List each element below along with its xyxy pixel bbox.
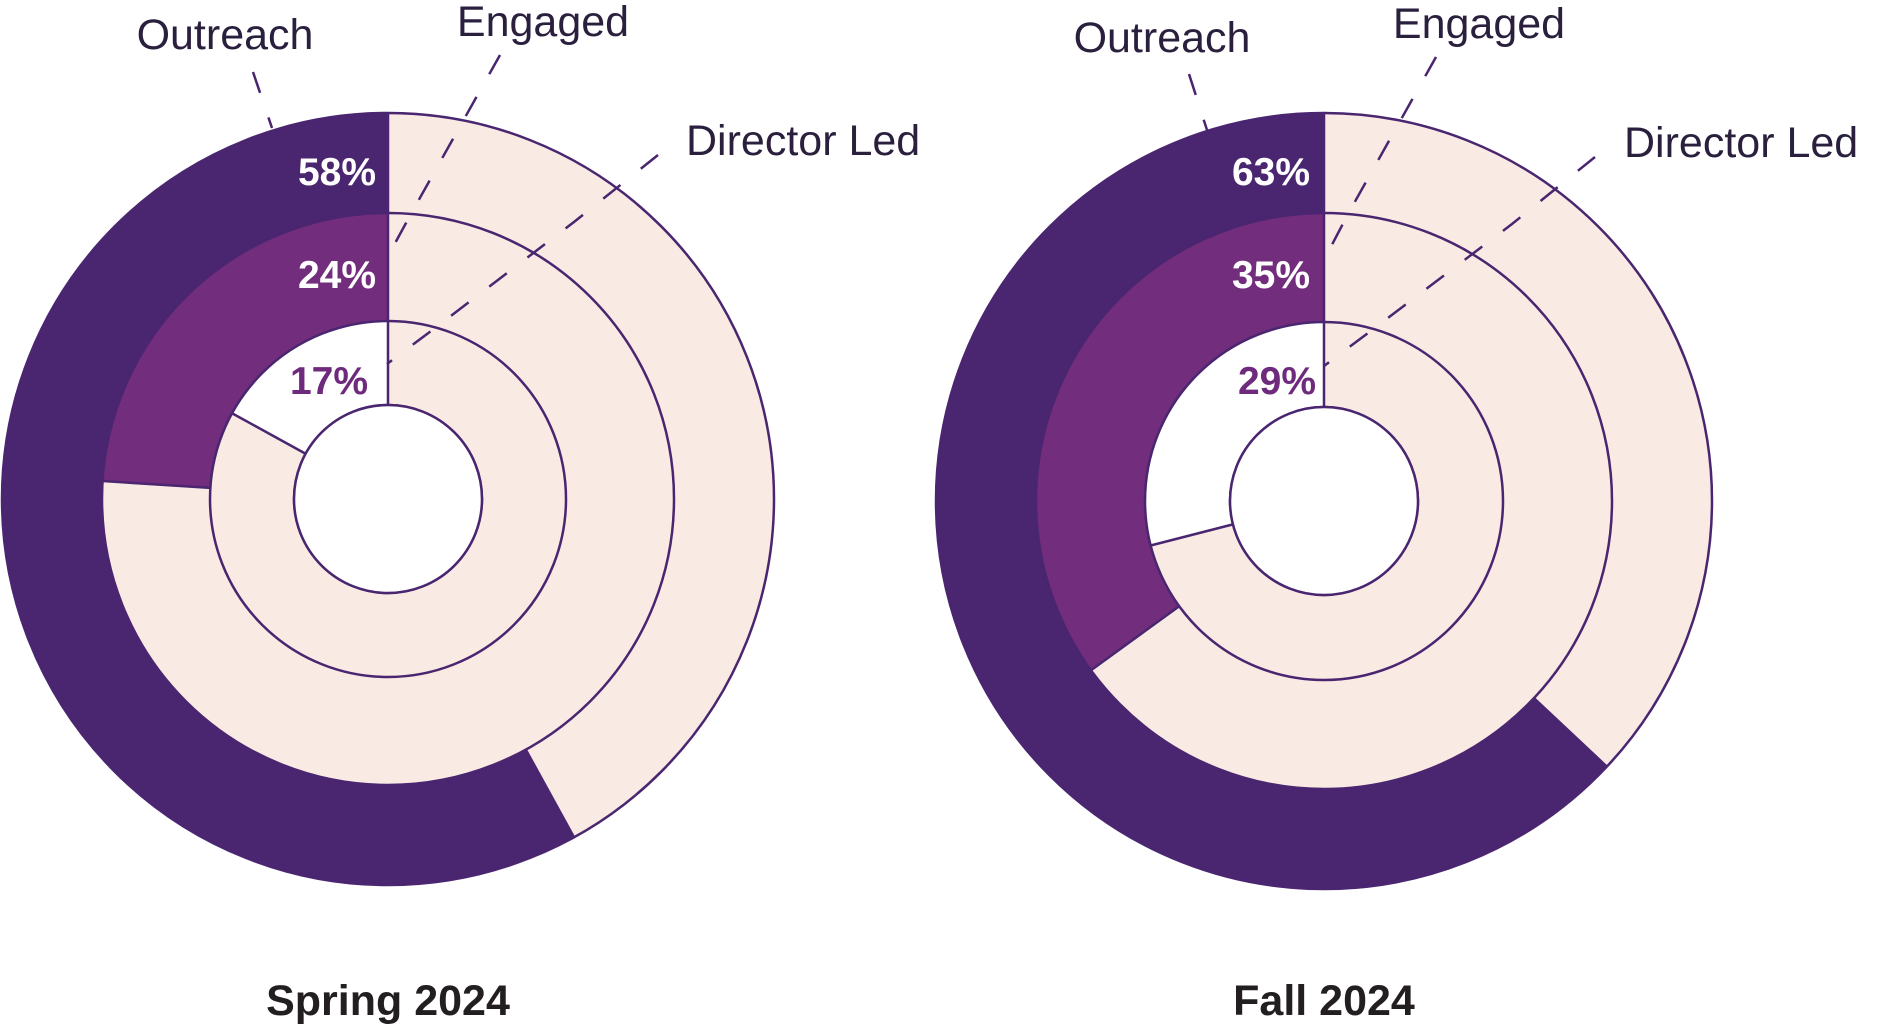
donut-chart-spring: Outreach Engaged Director Led 58% 24% 17… — [0, 0, 920, 1025]
ring-segment-engaged-spring — [102, 213, 388, 488]
segment-divider-director-led-spring — [231, 412, 307, 455]
leaders-spring — [251, 54, 659, 365]
legend-engaged-fall: Engaged — [1393, 0, 1565, 48]
ring-segment-outreach-spring — [1, 113, 574, 886]
donut-hole-fall — [1228, 405, 1420, 597]
ring-segment-outreach-fall — [935, 113, 1607, 889]
donut-hole-spring — [292, 403, 484, 595]
rings-spring — [0, 111, 776, 887]
leader-line-director-led-spring — [386, 154, 659, 365]
value-engaged-fall: 35% — [1232, 254, 1310, 297]
chart-title-spring: Spring 2024 — [266, 977, 510, 1025]
legend-outreach-fall: Outreach — [1074, 14, 1251, 62]
leaders-fall — [1187, 56, 1596, 367]
value-engaged-spring: 24% — [298, 254, 376, 297]
chart-title-fall: Fall 2024 — [1233, 977, 1415, 1025]
legend-outreach-spring: Outreach — [137, 11, 314, 59]
legend-engaged-spring: Engaged — [457, 0, 629, 46]
segment-divider-director-led-fall — [1150, 523, 1234, 547]
legend-director-led-fall: Director Led — [1624, 119, 1858, 167]
value-director-led-fall: 29% — [1238, 360, 1316, 403]
ring-segment-engaged-fall — [1035, 213, 1324, 671]
leader-line-outreach-spring — [251, 71, 274, 129]
ring-segment-director-led-fall — [1144, 322, 1324, 546]
rings-fall — [934, 111, 1714, 891]
leader-line-outreach-fall — [1187, 73, 1209, 131]
segment-divider-outreach-fall — [1533, 697, 1608, 768]
value-director-led-spring: 17% — [290, 360, 368, 403]
segment-divider-engaged-fall — [1090, 605, 1180, 672]
leader-line-engaged-spring — [385, 54, 502, 259]
segment-divider-outreach-spring — [524, 749, 576, 838]
value-outreach-fall: 63% — [1232, 151, 1310, 194]
ring-segment-director-led-spring — [232, 321, 388, 454]
legend-director-led-spring: Director Led — [686, 117, 920, 165]
leader-line-engaged-fall — [1322, 56, 1438, 261]
segment-divider-engaged-spring — [102, 479, 211, 490]
leader-line-director-led-fall — [1323, 156, 1596, 367]
donut-chart-fall: Outreach Engaged Director Led 63% 35% 29… — [934, 0, 1858, 1025]
value-outreach-spring: 58% — [298, 151, 376, 194]
